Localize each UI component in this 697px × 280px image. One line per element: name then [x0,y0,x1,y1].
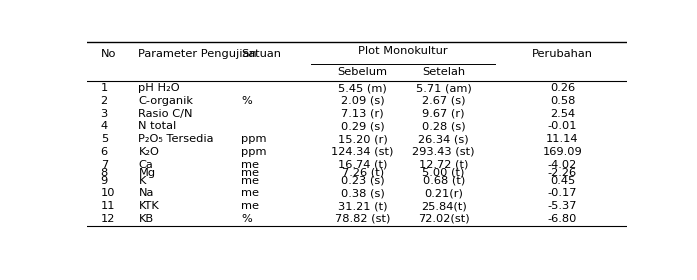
Text: 0.45: 0.45 [550,176,575,186]
Text: K₂O: K₂O [139,147,160,157]
Text: 2.09 (s): 2.09 (s) [341,96,385,106]
Text: Na: Na [139,188,154,198]
Text: 12: 12 [100,214,115,224]
Text: 2.67 (s): 2.67 (s) [422,96,466,106]
Text: 169.09: 169.09 [542,147,583,157]
Text: 78.82 (st): 78.82 (st) [335,214,390,224]
Text: 0.38 (s): 0.38 (s) [341,188,385,198]
Text: Sebelum: Sebelum [337,67,388,77]
Text: ppm: ppm [241,147,266,157]
Text: 6: 6 [100,147,108,157]
Text: 26.34 (s): 26.34 (s) [418,134,469,144]
Text: 0.21(r): 0.21(r) [424,188,463,198]
Text: 7: 7 [100,160,108,170]
Text: me: me [241,188,259,198]
Text: Perubahan: Perubahan [532,49,593,59]
Text: 0.23 (s): 0.23 (s) [341,176,385,186]
Text: K: K [139,176,146,186]
Text: 8: 8 [100,168,108,178]
Text: -4.02: -4.02 [548,160,577,170]
Text: 7.26 (t): 7.26 (t) [342,168,383,178]
Text: 0.68 (t): 0.68 (t) [422,176,465,186]
Text: 293.43 (st): 293.43 (st) [413,147,475,157]
Text: P₂O₅ Tersedia: P₂O₅ Tersedia [139,134,214,144]
Text: Mg: Mg [139,168,155,178]
Text: me: me [241,201,259,211]
Text: 3: 3 [100,109,108,119]
Text: %: % [241,214,252,224]
Text: me: me [241,168,259,178]
Text: 4: 4 [100,121,108,131]
Text: Satuan: Satuan [241,49,281,59]
Text: 12.72 (t): 12.72 (t) [419,160,468,170]
Text: Rasio C/N: Rasio C/N [139,109,193,119]
Text: 31.21 (t): 31.21 (t) [338,201,388,211]
Text: N total: N total [139,121,177,131]
Text: 0.29 (s): 0.29 (s) [341,121,385,131]
Text: 15.20 (r): 15.20 (r) [338,134,388,144]
Text: 124.34 (st): 124.34 (st) [332,147,394,157]
Text: -6.80: -6.80 [548,214,577,224]
Text: ppm: ppm [241,134,266,144]
Text: 0.28 (s): 0.28 (s) [422,121,466,131]
Text: 9: 9 [100,176,108,186]
Text: 0.58: 0.58 [550,96,575,106]
Text: 25.84(t): 25.84(t) [421,201,466,211]
Text: pH H₂O: pH H₂O [139,83,180,93]
Text: 10: 10 [100,188,115,198]
Text: 11: 11 [100,201,115,211]
Text: 1: 1 [100,83,108,93]
Text: Setelah: Setelah [422,67,465,77]
Text: 72.02(st): 72.02(st) [418,214,470,224]
Text: 5.71 (am): 5.71 (am) [416,83,471,93]
Text: 2: 2 [100,96,108,106]
Text: Plot Monokultur: Plot Monokultur [358,46,448,56]
Text: 5.45 (m): 5.45 (m) [338,83,387,93]
Text: me: me [241,176,259,186]
Text: KTK: KTK [139,201,159,211]
Text: 5: 5 [100,134,108,144]
Text: -0.01: -0.01 [548,121,577,131]
Text: 2.54: 2.54 [550,109,575,119]
Text: No: No [100,49,116,59]
Text: %: % [241,96,252,106]
Text: Ca: Ca [139,160,153,170]
Text: 16.74 (t): 16.74 (t) [338,160,388,170]
Text: me: me [241,160,259,170]
Text: 11.14: 11.14 [546,134,579,144]
Text: 9.67 (r): 9.67 (r) [422,109,465,119]
Text: KB: KB [139,214,153,224]
Text: 0.26: 0.26 [550,83,575,93]
Text: 5.00 (t): 5.00 (t) [422,168,465,178]
Text: -5.37: -5.37 [548,201,577,211]
Text: 7.13 (r): 7.13 (r) [342,109,384,119]
Text: C-organik: C-organik [139,96,194,106]
Text: -2.26: -2.26 [548,168,577,178]
Text: Parameter Pengujian: Parameter Pengujian [139,49,257,59]
Text: -0.17: -0.17 [548,188,577,198]
